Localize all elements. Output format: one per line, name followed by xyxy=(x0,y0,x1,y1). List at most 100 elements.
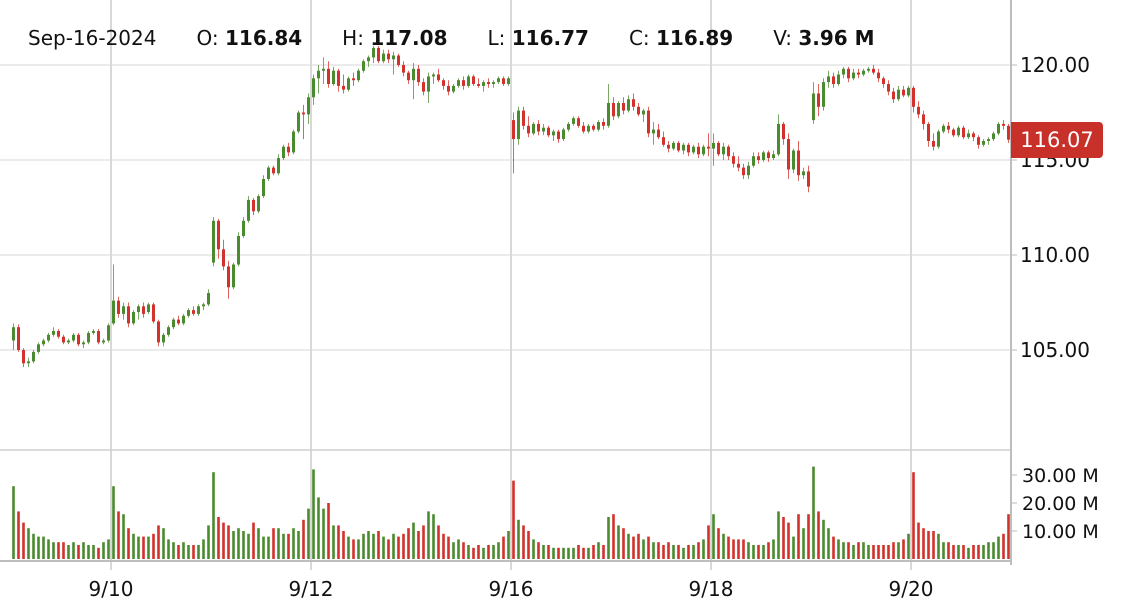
candle xyxy=(407,70,410,84)
volume-bar xyxy=(782,517,785,559)
candle xyxy=(902,85,905,98)
candle xyxy=(757,152,760,164)
candle-body xyxy=(727,146,730,157)
candle xyxy=(647,106,650,138)
candle xyxy=(162,332,165,347)
candle-body xyxy=(547,127,550,136)
candle xyxy=(957,125,960,138)
candle-body xyxy=(967,133,970,138)
volume-bar xyxy=(732,539,735,559)
volume-bar xyxy=(87,545,90,559)
candle-body xyxy=(42,340,45,345)
candle xyxy=(102,338,105,345)
candle xyxy=(692,144,695,155)
candle xyxy=(802,167,805,179)
candle xyxy=(537,120,540,136)
candle-body xyxy=(917,106,920,115)
candle xyxy=(222,239,225,271)
candle xyxy=(977,135,980,149)
candle-body xyxy=(517,110,520,140)
candle xyxy=(617,101,620,119)
volume-bar xyxy=(587,547,590,559)
volume-bar xyxy=(727,536,730,559)
candle-body xyxy=(577,118,580,126)
volume-bar xyxy=(502,536,505,559)
volume-bar xyxy=(827,528,830,559)
candle-body xyxy=(947,125,950,130)
volume-bar xyxy=(987,542,990,559)
volume-bar xyxy=(412,522,415,559)
header-low: L: 116.77 xyxy=(487,26,589,50)
header-open: O: 116.84 xyxy=(196,26,303,50)
candle xyxy=(522,106,525,130)
candle-body xyxy=(892,91,895,100)
candle-body xyxy=(592,125,595,130)
date-tick-label: 9/18 xyxy=(689,577,734,601)
candle-body xyxy=(352,78,355,81)
candle-body xyxy=(642,110,645,115)
candle-body xyxy=(67,340,70,343)
candle xyxy=(777,114,780,157)
candle xyxy=(887,80,890,96)
candle xyxy=(452,84,455,94)
volume-bar xyxy=(627,533,630,559)
candle xyxy=(827,70,830,88)
volume-tick-label: 10.00 M xyxy=(1022,521,1099,543)
candle-body xyxy=(257,196,260,212)
candle xyxy=(132,310,135,326)
volume-bar xyxy=(712,514,715,559)
candle xyxy=(842,66,845,79)
volume-bar xyxy=(187,545,190,559)
volume-bar xyxy=(682,547,685,559)
candle xyxy=(657,123,660,140)
candle xyxy=(607,84,610,128)
candle-body xyxy=(627,99,630,111)
candle xyxy=(372,46,375,64)
candle xyxy=(92,329,95,335)
volume-bar xyxy=(457,539,460,559)
volume-bar xyxy=(952,545,955,559)
volume-bar xyxy=(477,545,480,559)
volume-bar xyxy=(437,525,440,559)
candle xyxy=(662,131,665,147)
volume-bar xyxy=(507,531,510,559)
candle-body xyxy=(87,332,90,343)
candle-body xyxy=(572,118,575,124)
volume-bar xyxy=(242,531,245,559)
volume-tick-label: 30.00 M xyxy=(1022,465,1099,487)
volume-bar xyxy=(857,542,860,559)
candle xyxy=(422,78,425,96)
candle xyxy=(167,325,170,337)
candle-body xyxy=(882,78,885,84)
candle xyxy=(967,129,970,140)
candle-body xyxy=(72,334,75,341)
candle xyxy=(277,154,280,176)
volume-bar xyxy=(617,525,620,559)
candle-body xyxy=(207,293,210,305)
volume-bar xyxy=(177,545,180,559)
candle xyxy=(87,331,90,345)
candle xyxy=(17,324,20,352)
volume-bar xyxy=(822,519,825,559)
candle-body xyxy=(312,78,315,98)
volume-bar xyxy=(767,542,770,559)
candle-body xyxy=(182,315,185,324)
candle xyxy=(602,118,605,130)
candle xyxy=(762,150,765,162)
volume-bar xyxy=(237,528,240,559)
candle-body xyxy=(227,266,230,288)
candle-body xyxy=(277,158,280,174)
candle xyxy=(257,194,260,214)
candle xyxy=(357,68,360,83)
candle xyxy=(542,123,545,136)
candle xyxy=(272,165,275,176)
candle xyxy=(487,78,490,88)
candle xyxy=(872,65,875,75)
candle xyxy=(567,122,570,132)
candle xyxy=(852,68,855,81)
candle-body xyxy=(137,306,140,312)
candle xyxy=(752,152,755,168)
candle xyxy=(292,129,295,155)
volume-bar xyxy=(97,547,100,559)
